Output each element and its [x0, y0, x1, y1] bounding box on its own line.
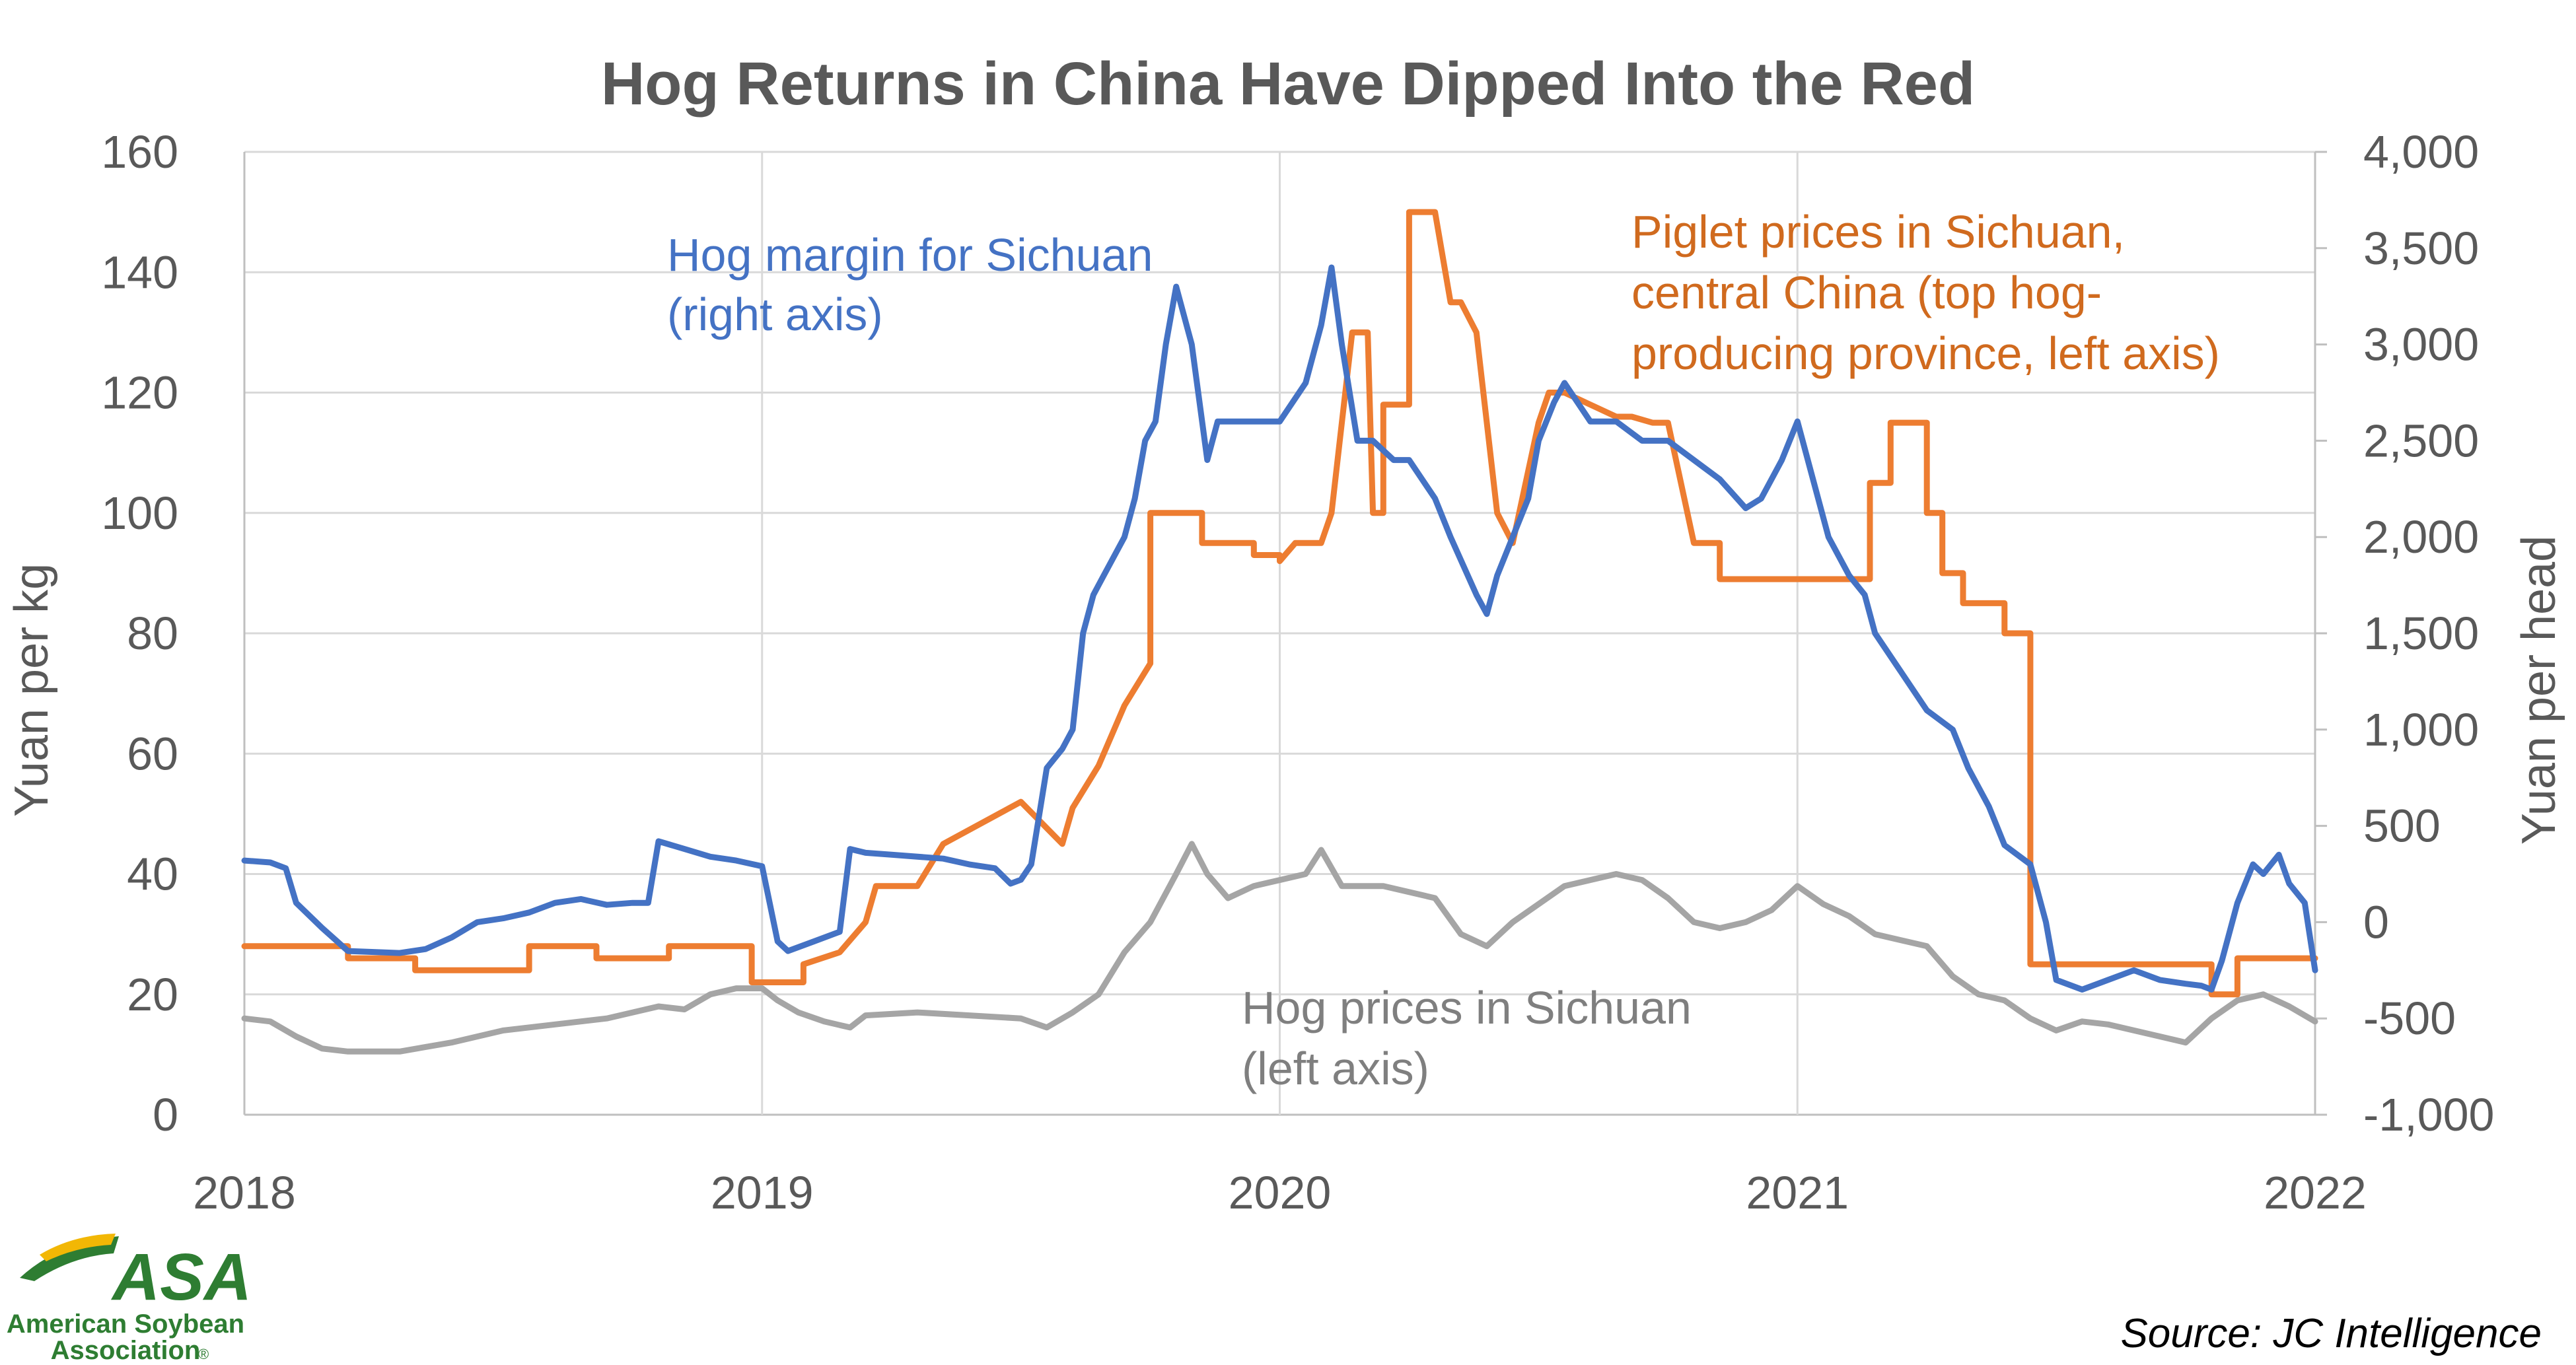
asa-logo-registered-mark: ®	[198, 1346, 209, 1362]
x-tick-label: 2020	[1229, 1167, 1332, 1218]
x-tick-label: 2022	[2264, 1167, 2367, 1218]
y-tick-left-label: 140	[101, 246, 178, 298]
annotation-hog-margin-line-2: (right axis)	[667, 289, 883, 340]
annotation-hog-margin-line-1: Hog margin for Sichuan	[667, 229, 1153, 281]
chart-title: Hog Returns in China Have Dipped Into th…	[601, 50, 1975, 118]
asa-logo-line-2: Association	[51, 1336, 201, 1365]
y-tick-right-label: 4,000	[2363, 126, 2479, 178]
y-tick-left-label: 80	[127, 608, 178, 659]
asa-logo: ASA American Soybean Association ®	[7, 1234, 252, 1365]
y-tick-left-label: 20	[127, 969, 178, 1020]
asa-logo-swoosh-icon	[20, 1236, 119, 1281]
series-line-piglet-prices-in-sichuan-central-china	[241, 209, 2318, 998]
y-axis-right: -1,000 -500 0 500 1,000 1,500 2,000 2,500 3,000 3…	[2315, 126, 2494, 1140]
asa-logo-line-1: American Soybean	[7, 1310, 244, 1339]
series-line-hog-margin-for-sichuan	[241, 264, 2318, 993]
y-axis-left: 0 20 40 60 80 100 120 140 160	[101, 126, 178, 1140]
y-tick-right-label: -1,000	[2363, 1089, 2494, 1140]
asa-logo-wordmark: ASA	[110, 1240, 252, 1314]
y-tick-left-label: 60	[127, 728, 178, 779]
annotation-piglet-line-3: producing province, left axis)	[1631, 328, 2220, 379]
x-tick-label: 2018	[193, 1167, 296, 1218]
series-group	[241, 209, 2318, 1055]
annotation-hog-margin: Hog margin for Sichuan (right axis)	[667, 229, 1166, 340]
annotation-hog-prices: Hog prices in Sichuan (left axis)	[1242, 982, 1704, 1094]
y-tick-right-label: 3,500	[2363, 223, 2479, 274]
x-tick-label: 2021	[1746, 1167, 1849, 1218]
y-tick-right-label: 500	[2363, 800, 2441, 852]
annotation-piglet-line-2: central China (top hog-	[1631, 267, 2102, 318]
annotation-piglet: Piglet prices in Sichuan, central China …	[1631, 206, 2220, 379]
annotation-piglet-line-1: Piglet prices in Sichuan,	[1631, 206, 2125, 258]
x-tick-label: 2019	[711, 1167, 814, 1218]
y-tick-right-label: 1,500	[2363, 608, 2479, 659]
annotation-hog-prices-line-2: (left axis)	[1242, 1043, 1429, 1094]
y-axis-right-title: Yuan per head	[2513, 536, 2565, 845]
annotation-hog-prices-line-1: Hog prices in Sichuan	[1242, 982, 1692, 1033]
y-tick-left-label: 100	[101, 487, 178, 539]
y-tick-left-label: 120	[101, 367, 178, 419]
y-tick-right-label: 2,500	[2363, 415, 2479, 466]
x-axis: 2018 2019 2020 2021 2022	[193, 1167, 2367, 1218]
y-tick-left-label: 0	[153, 1089, 178, 1140]
source-note: Source: JC Intelligence	[2120, 1311, 2542, 1356]
y-axis-left-title: Yuan per kg	[5, 563, 58, 817]
y-tick-right-label: -500	[2363, 993, 2456, 1044]
y-tick-right-label: 0	[2363, 896, 2389, 948]
y-tick-right-label: 2,000	[2363, 511, 2479, 563]
y-tick-right-label: 1,000	[2363, 704, 2479, 755]
series-line-hog-prices-in-sichuan	[241, 841, 2318, 1055]
y-tick-left-label: 160	[101, 126, 178, 178]
asa-logo-leaf-icon	[40, 1234, 116, 1261]
y-tick-left-label: 40	[127, 849, 178, 900]
y-tick-right-label: 3,000	[2363, 319, 2479, 370]
